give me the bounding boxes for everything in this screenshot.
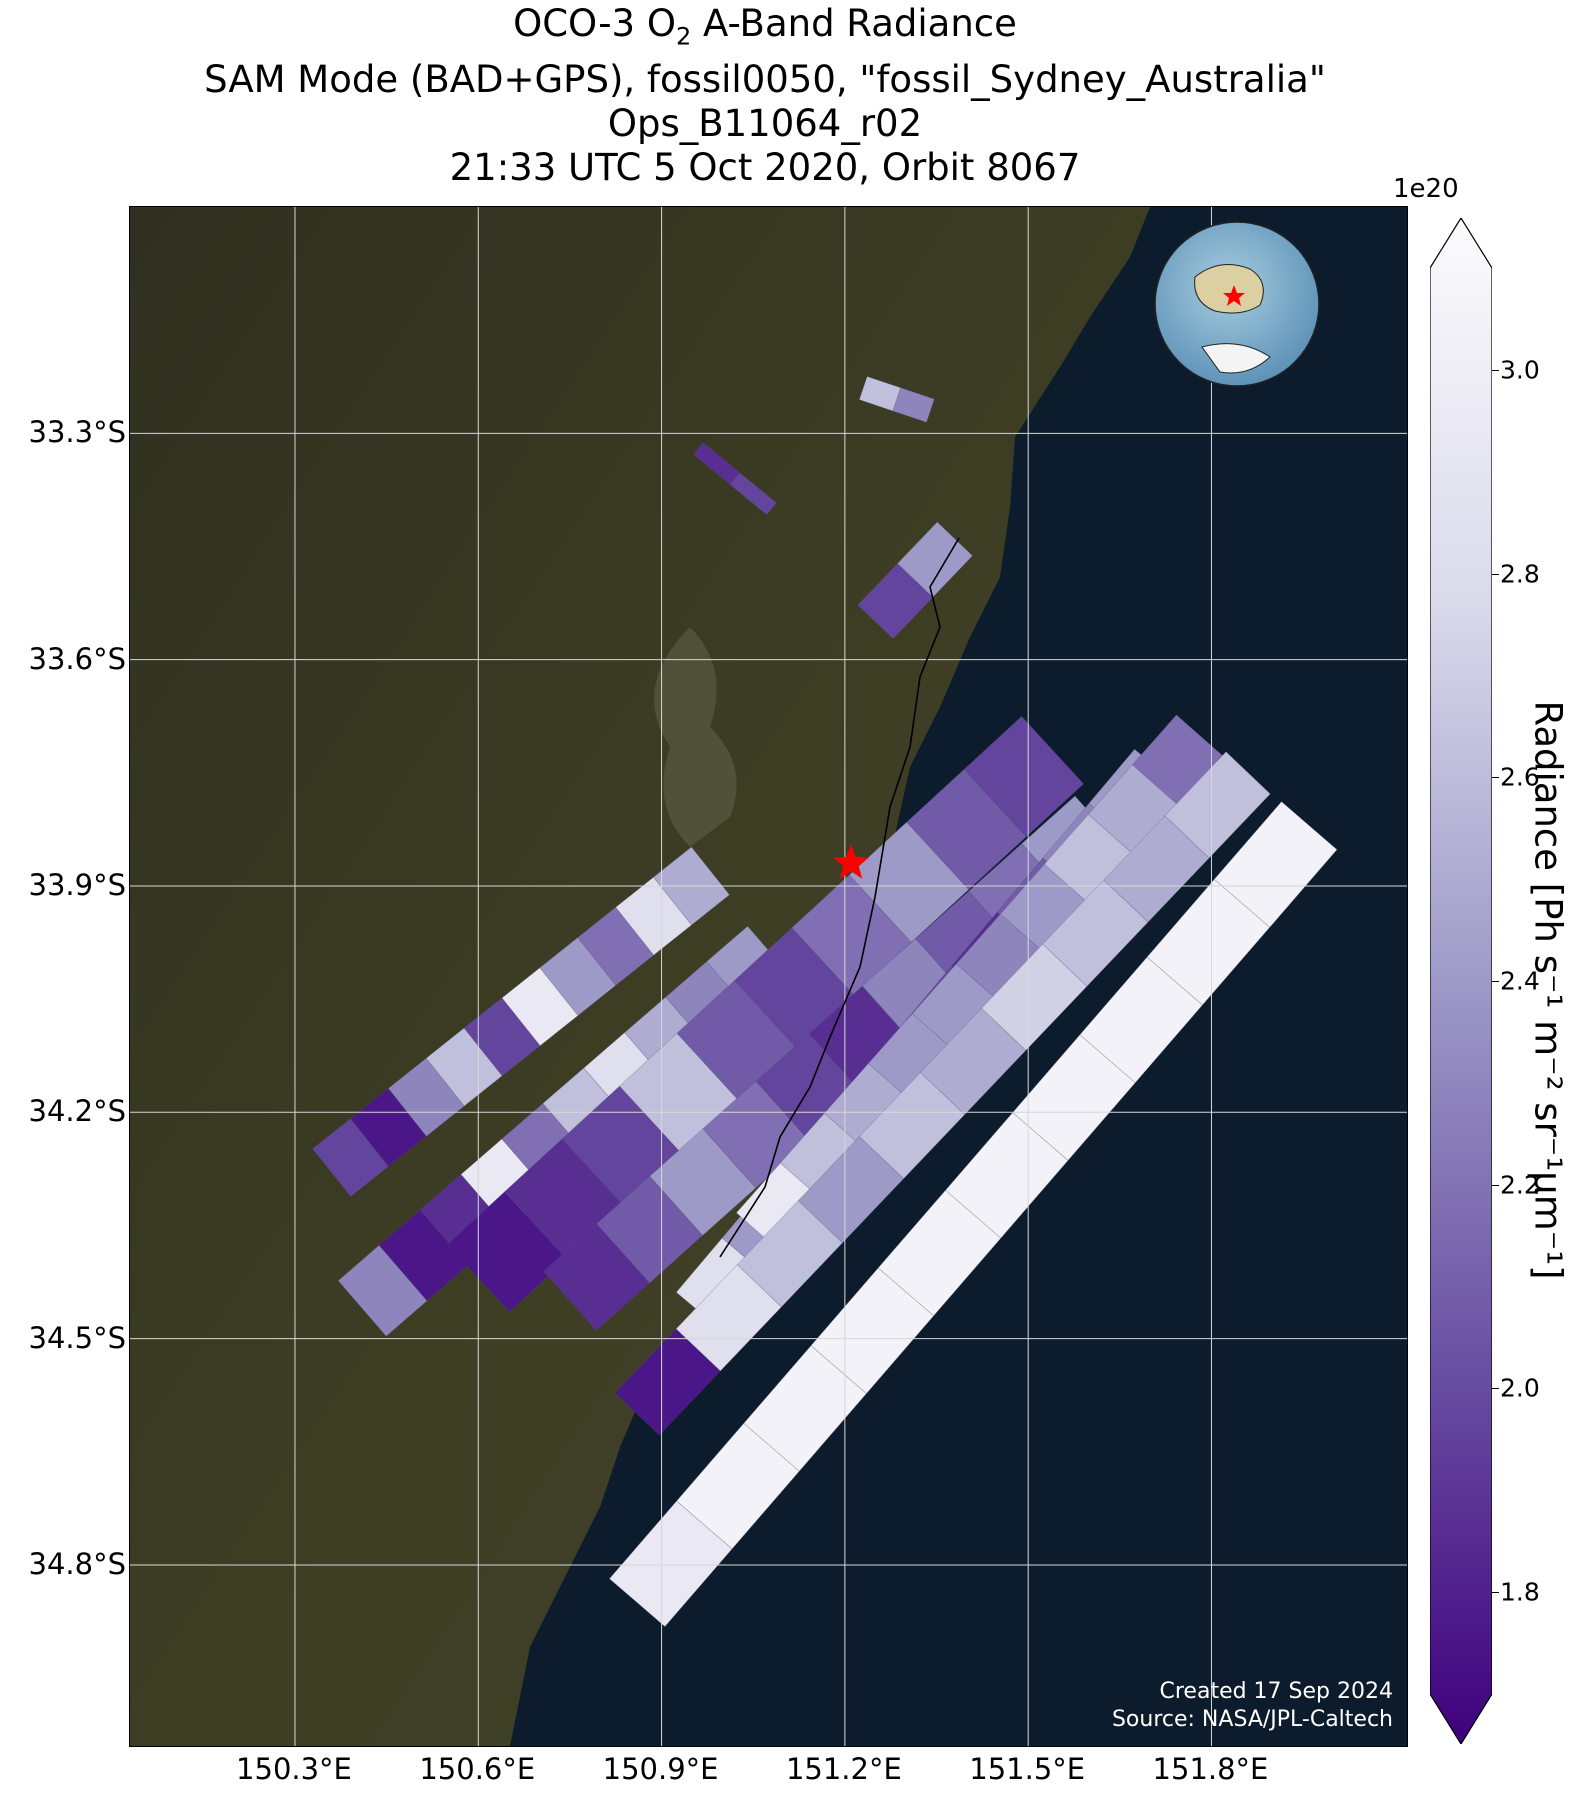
credit-source: Source: NASA/JPL-Caltech [1111, 1707, 1393, 1732]
lon-tick-label: 150.9°E [602, 1752, 719, 1786]
colorbar-tick-label: 2.0 [1500, 1373, 1540, 1403]
map-panel: Created 17 Sep 2024 Source: NASA/JPL-Cal… [129, 206, 1408, 1747]
colorbar-multiplier: 1e20 [1393, 174, 1459, 204]
australia-shape [1194, 264, 1264, 314]
lon-tick-label: 151.2°E [785, 1752, 902, 1786]
lon-tick-label: 150.6°E [419, 1752, 536, 1786]
lat-tick-label: 34.2°S [28, 1094, 126, 1129]
colorbar-tick-label: 2.6 [1500, 762, 1540, 792]
lat-tick-label: 33.6°S [28, 641, 126, 676]
swath-6-cell-9 [1164, 751, 1271, 859]
swath-10-cell-1 [729, 472, 777, 516]
title-line-1: OCO-3 O2 A-Band Radiance [513, 2, 1017, 51]
figure-title: OCO-3 O2 A-Band Radiance SAM Mode (BAD+G… [0, 2, 1530, 190]
lat-tick-label: 34.5°S [28, 1320, 126, 1355]
swath-9-cell-1 [892, 387, 935, 423]
colorbar-tick-mark [1492, 1184, 1499, 1186]
map-canvas [130, 207, 1407, 1746]
colorbar-body [1430, 218, 1492, 1744]
credit-created: Created 17 Sep 2024 [1159, 1679, 1394, 1704]
credit-text: Created 17 Sep 2024 Source: NASA/JPL-Cal… [1112, 1678, 1393, 1734]
swath-7-cell-9 [1213, 801, 1338, 928]
globe-star-icon [1223, 285, 1245, 306]
colorbar-label: Radiance [Ph s⁻¹ m⁻² sr⁻¹µm⁻¹] [1526, 700, 1570, 1280]
colorbar-tick-label: 2.8 [1500, 559, 1540, 589]
swath-8-cell-1 [897, 521, 973, 598]
title-line-2: SAM Mode (BAD+GPS), fossil0050, "fossil_… [204, 58, 1326, 102]
coastline-path [719, 537, 960, 1258]
globe-inset [1154, 221, 1320, 387]
lon-tick-label: 151.5°E [969, 1752, 1086, 1786]
colorbar-tick-label: 3.0 [1500, 355, 1540, 385]
lat-tick-label: 33.3°S [28, 415, 126, 450]
lon-tick-label: 150.3°E [236, 1752, 352, 1786]
title-line-4: 21:33 UTC 5 Oct 2020, Orbit 8067 [449, 146, 1081, 190]
colorbar-tick-label: 2.2 [1500, 1170, 1540, 1200]
title-line-3: Ops_B11064_r02 [607, 102, 923, 146]
colorbar [1430, 218, 1492, 1744]
graticule [130, 207, 1407, 1746]
antarctica-shape [1201, 343, 1271, 374]
colorbar-tick-mark [1492, 777, 1499, 779]
lon-tick-label: 151.8°E [1152, 1752, 1269, 1786]
colorbar-tick-label: 1.8 [1500, 1577, 1540, 1607]
colorbar-tick-mark [1492, 1592, 1499, 1594]
colorbar-tick-mark [1492, 981, 1499, 982]
colorbar-tick-mark [1492, 1388, 1499, 1390]
colorbar-tick-label: 2.4 [1500, 966, 1540, 996]
radiance-swaths [312, 376, 1338, 1628]
urban-area [654, 627, 737, 847]
colorbar-tick-mark [1492, 573, 1499, 575]
target-star-icon [832, 844, 870, 879]
swath-2-cell-9 [963, 715, 1085, 838]
coastline [719, 537, 960, 1258]
colorbar-tick-mark [1492, 369, 1499, 371]
lat-tick-label: 33.9°S [28, 867, 126, 902]
lat-tick-label: 34.8°S [28, 1546, 126, 1581]
